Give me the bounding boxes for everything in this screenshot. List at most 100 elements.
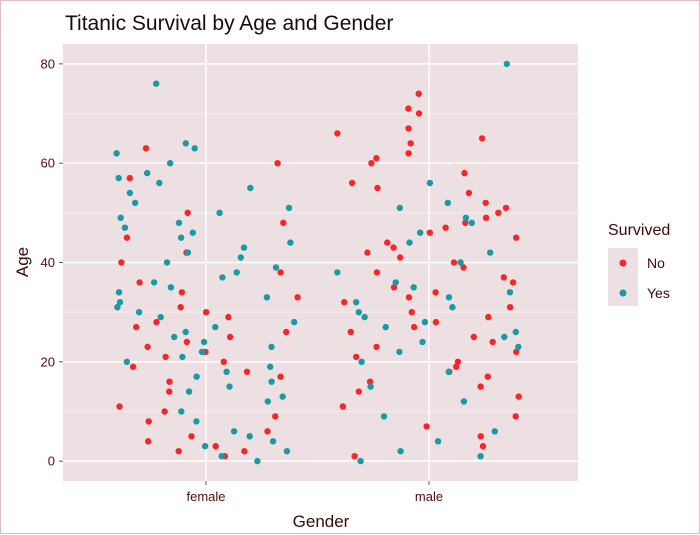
data-point-no [513,348,520,356]
data-point-no [334,130,341,137]
x-tick-label: female [186,489,225,504]
legend-key-panel [608,248,638,306]
chart-title: Titanic Survival by Age and Gender [65,12,393,35]
data-point-no [410,323,418,331]
data-point-yes [163,259,171,266]
data-point-yes [201,443,209,450]
data-point-yes [462,214,470,221]
data-point-no [188,433,195,440]
data-point-yes [193,418,200,425]
data-point-yes [445,294,453,301]
data-point-yes [184,249,192,256]
data-point-yes [269,438,277,445]
data-point-no [432,289,439,296]
data-point-yes [367,383,374,390]
data-point-no [280,219,287,226]
data-point-yes [468,219,475,226]
data-point-yes [397,448,404,455]
data-point-yes [267,363,274,370]
data-point-no [515,393,522,400]
data-point-no [408,309,415,316]
data-point-yes [223,368,230,375]
data-point-no [177,304,184,311]
data-point-no [355,388,362,395]
data-point-yes [150,279,158,286]
data-point-no [133,323,140,331]
data-point-yes [135,309,143,316]
data-point-no [153,318,160,326]
data-point-yes [491,428,498,435]
data-point-yes [460,398,468,405]
data-point-yes [434,438,442,445]
data-point-yes [237,254,244,261]
data-point-no [241,448,248,455]
data-point-yes [193,373,200,380]
legend-key-no [619,259,627,267]
data-point-no [485,313,492,321]
data-point-no [339,403,347,410]
data-point-yes [426,179,434,187]
data-point-no [506,304,514,311]
data-point-yes [503,60,510,68]
legend-title: Survived [608,222,670,239]
data-point-yes [226,383,233,390]
data-point-yes [198,348,206,356]
data-point-no [482,199,489,207]
data-point-no [415,90,422,97]
y-axis-ticks: 0 20 40 60 80 [41,56,63,469]
data-point-yes [272,264,280,271]
data-point-yes [264,398,271,405]
data-point-no [178,289,186,296]
y-tick-label: 20 [41,354,55,369]
data-point-no [489,338,496,346]
data-point-yes [417,229,424,236]
data-point-no [484,373,491,380]
data-point-yes [178,408,185,415]
data-point-yes [185,388,193,395]
data-point-yes [396,204,403,212]
data-point-no [450,259,458,266]
data-point-yes [334,269,341,276]
data-point-yes [279,393,286,400]
legend-key-yes [619,289,627,297]
data-point-yes [182,140,189,147]
data-point-yes [421,318,429,326]
data-point-yes [123,358,131,365]
data-point-yes [419,338,426,346]
data-point-yes [444,199,451,207]
data-point-no [405,125,412,132]
data-point-yes [353,299,360,306]
data-point-yes [247,184,254,192]
y-tick-label: 80 [41,56,55,71]
data-point-no [500,274,507,281]
data-point-yes [175,219,183,226]
data-point-yes [230,428,238,435]
data-point-no [479,443,487,450]
x-axis-ticks: female male [186,481,443,504]
data-point-no [175,448,182,455]
data-point-yes [167,284,175,291]
data-point-yes [515,343,522,351]
data-point-no [123,234,131,241]
data-point-no [405,105,412,112]
data-point-yes [396,348,403,356]
data-point-no [243,368,251,375]
data-point-yes [153,80,160,87]
data-point-no [294,294,301,301]
data-point-no [116,403,123,410]
data-point-no [384,239,391,246]
data-point-yes [200,338,208,346]
data-point-no [477,383,484,390]
data-point-yes [361,313,368,321]
data-point-no [453,363,460,370]
data-point-yes [406,239,413,246]
data-point-no [212,443,219,450]
data-point-yes [156,179,163,187]
data-point-no [397,254,404,261]
data-point-yes [126,189,134,197]
data-point-no [366,378,374,385]
data-point-no [373,155,380,162]
data-point-no [283,328,290,336]
data-point-no [136,279,143,286]
